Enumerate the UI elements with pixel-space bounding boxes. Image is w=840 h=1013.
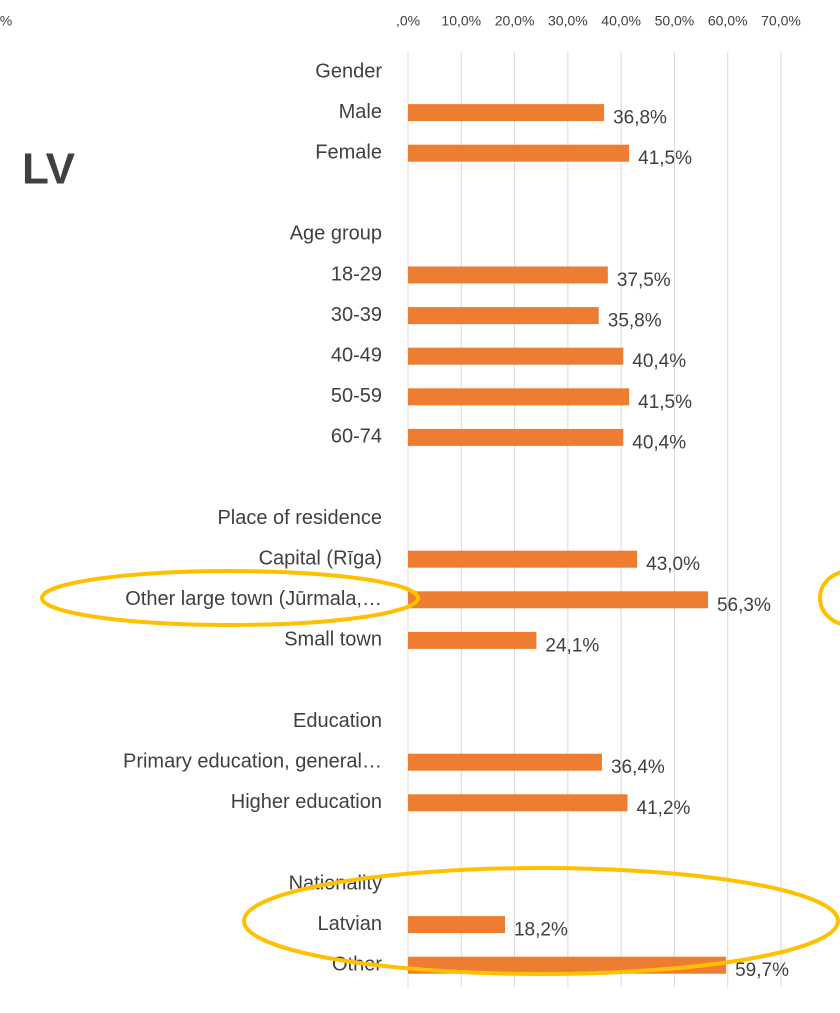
data-label: 36,4% xyxy=(611,757,665,778)
data-label: 41,5% xyxy=(638,148,692,169)
x-tick-label: 60,0% xyxy=(708,13,748,29)
bar xyxy=(408,266,608,284)
data-label: 41,5% xyxy=(638,392,692,413)
category-label: Female xyxy=(315,141,382,163)
data-label: 35,8% xyxy=(608,311,662,332)
data-label: 43,0% xyxy=(646,554,700,575)
category-label: 60-74 xyxy=(331,426,382,448)
bar xyxy=(408,550,638,568)
bar xyxy=(408,916,505,934)
data-label: 40,4% xyxy=(632,351,686,372)
data-label: 40,4% xyxy=(632,432,686,453)
category-label: Capital (Rīga) xyxy=(259,547,382,569)
bar xyxy=(408,104,605,122)
category-label: Education xyxy=(293,710,382,732)
category-label: Other large town (Jūrmala,… xyxy=(125,588,382,610)
category-label: Primary education, general… xyxy=(123,750,382,772)
bar xyxy=(408,388,630,406)
data-label: 37,5% xyxy=(617,270,671,291)
x-tick-label: 50,0% xyxy=(655,13,695,29)
category-label: 18-29 xyxy=(331,263,382,285)
data-label: 59,7% xyxy=(735,960,789,981)
bar xyxy=(408,631,537,649)
bar xyxy=(408,794,628,812)
fragment-label: 0% xyxy=(0,13,12,29)
x-tick-label: 30,0% xyxy=(548,13,588,29)
data-label: 56,3% xyxy=(717,595,771,616)
bar xyxy=(408,144,630,162)
category-label: Gender xyxy=(315,60,382,82)
highlight-ellipse xyxy=(242,866,840,976)
bar xyxy=(408,428,624,446)
bar xyxy=(408,753,602,771)
category-label: 40-49 xyxy=(331,344,382,366)
category-label: Age group xyxy=(290,223,382,245)
chart-title: LV xyxy=(22,145,76,194)
highlight-ellipse xyxy=(40,569,420,627)
highlight-ellipse xyxy=(818,570,840,626)
x-tick-label: 40,0% xyxy=(601,13,641,29)
category-label: Higher education xyxy=(231,791,382,813)
category-label: 30-39 xyxy=(331,304,382,326)
x-tick-label: ,0% xyxy=(396,13,420,29)
category-label: Small town xyxy=(284,629,382,651)
category-label: Male xyxy=(339,101,382,123)
data-label: 18,2% xyxy=(514,920,568,941)
bar xyxy=(408,307,599,325)
x-tick-label: 20,0% xyxy=(495,13,535,29)
data-label: 36,8% xyxy=(613,108,667,129)
data-label: 41,2% xyxy=(637,798,691,819)
data-label: 24,1% xyxy=(545,635,599,656)
x-tick-label: 10,0% xyxy=(441,13,481,29)
bar xyxy=(408,591,708,609)
bar xyxy=(408,347,624,365)
category-label: Latvian xyxy=(318,913,383,935)
category-label: Place of residence xyxy=(217,507,382,529)
x-tick-label: 70,0% xyxy=(761,13,801,29)
category-label: 50-59 xyxy=(331,385,382,407)
